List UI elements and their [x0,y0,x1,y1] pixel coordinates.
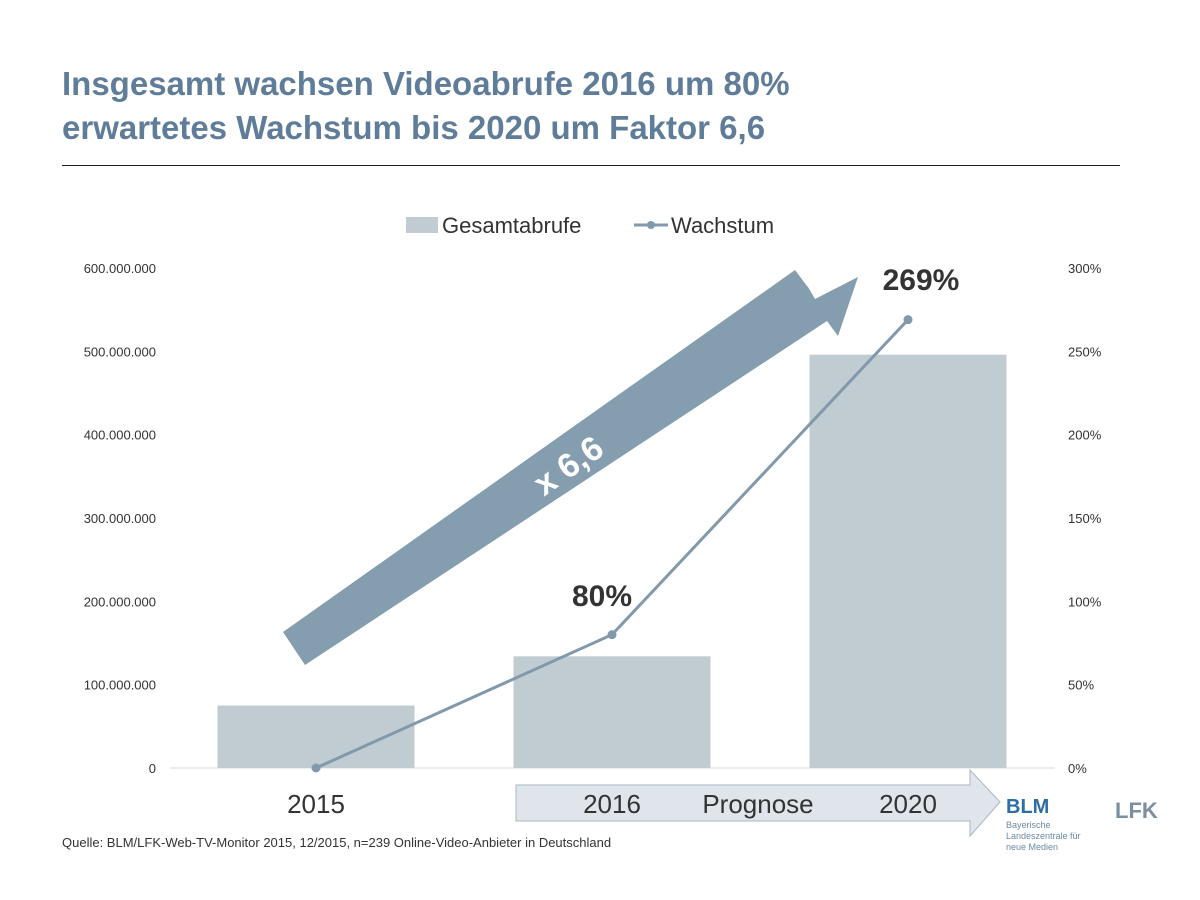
x-tick-label: 2016 [583,789,641,819]
legend-label-line: Wachstum [671,213,774,238]
lfk-logo: LFK [1115,798,1158,823]
growth-arrow [283,270,858,665]
left-tick-label: 200.000.000 [84,594,156,609]
left-tick-label: 600.000.000 [84,261,156,276]
bar-2015 [217,705,415,768]
title-line-1: Insgesamt wachsen Videoabrufe 2016 um 80… [62,65,790,102]
left-tick-label: 300.000.000 [84,511,156,526]
forecast-arrow [515,768,1001,838]
right-tick-label: 150% [1068,511,1102,526]
left-tick-label: 500.000.000 [84,344,156,359]
right-tick-label: 50% [1068,678,1094,693]
line-point-2016 [607,630,617,640]
left-tick-label: 100.000.000 [84,678,156,693]
left-tick-label: 400.000.000 [84,428,156,443]
blm-logo: BLM Bayerische Landeszentrale für neue Me… [1006,796,1081,852]
right-tick-label: 250% [1068,344,1102,359]
legend-marker-line [647,221,655,229]
line-point-2015 [311,763,321,773]
x-tick-label: 2015 [287,789,345,819]
data-label-2020: 269% [883,264,960,297]
title-line-2: erwartetes Wachstum bis 2020 um Faktor 6… [62,109,766,146]
divider [62,165,1120,166]
page-title: Insgesamt wachsen Videoabrufe 2016 um 80… [62,62,790,150]
source-note: Quelle: BLM/LFK-Web-TV-Monitor 2015, 12/… [62,835,612,850]
right-tick-label: 100% [1068,594,1102,609]
line-point-2020 [903,315,913,325]
data-label-2016: 80% [572,580,632,613]
right-tick-label: 200% [1068,428,1102,443]
legend-label-bar: Gesamtabrufe [442,213,581,238]
legend-swatch-bar [406,217,438,233]
x-tick-label: 2020 [879,789,937,819]
right-tick-label: 0% [1068,761,1087,776]
forecast-label: Prognose [702,789,813,819]
bar-2020 [809,354,1007,768]
bar-2016 [513,656,711,768]
right-tick-label: 300% [1068,261,1102,276]
left-tick-label: 0 [149,761,156,776]
